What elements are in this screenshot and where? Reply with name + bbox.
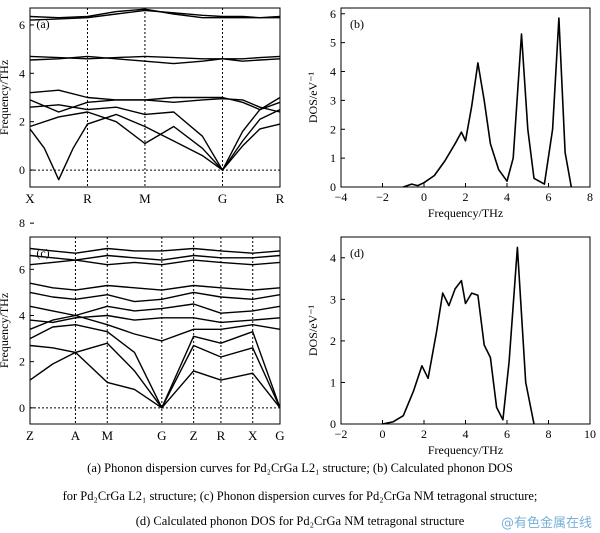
x-tick-label: 10 [584,427,596,441]
y-tick-label: 3 [330,292,336,306]
phonon-branch [29,9,280,21]
x-tick-label: 2 [421,427,427,441]
y-tick-label: 4 [19,308,25,322]
y-tick-label: 0 [330,417,336,431]
phonon-branch [29,108,281,171]
phonon-branch [29,8,281,19]
x-tick-label: 8 [546,427,552,441]
y-tick-label: 0 [330,180,336,194]
x-tick-label: Z [190,428,198,443]
phonon-branch [29,282,281,291]
y-tick-label: 5 [330,36,336,50]
x-tick-label: −2 [376,190,389,204]
phonon-branch [29,247,281,254]
x-tick-label: 2 [463,190,469,204]
y-tick-label: 8 [19,216,25,230]
phonon-branch [29,291,281,303]
x-tick-label: −2 [335,427,348,441]
phonon-branch [29,259,281,266]
caption-line-2: for Pd₂CrGa L2₁ structure; (c) Phonon di… [62,489,538,503]
y-tick-label: 1 [330,151,336,165]
phonon-branch [29,89,281,111]
x-tick-label: X [248,428,258,443]
phonon-branch [29,314,281,342]
plot-frame-d [340,236,591,425]
panel-label: (b) [350,17,364,31]
phonon-branch [29,55,281,65]
x-tick-label: G [157,428,166,443]
x-tick-label: 4 [463,427,469,441]
y-tick-label: 4 [330,65,336,79]
x-tick-label: M [139,191,151,206]
x-tick-label: 0 [380,427,386,441]
watermark: @有色金属在线 [500,516,592,531]
x-tick-label: −4 [335,190,348,204]
x-tick-label: X [25,191,35,206]
y-axis-label: Frequency/THz [0,293,11,368]
plot-frame-b [340,7,591,188]
phonon-branch [29,342,281,409]
phonon-branch [29,113,281,181]
x-tick-label: R [83,191,92,206]
phonon-branch [29,55,281,60]
x-tick-label: Z [26,428,34,443]
x-tick-label: G [275,428,284,443]
y-tick-label: 4 [19,66,25,80]
y-tick-label: 6 [19,262,25,276]
y-tick-label: 2 [330,334,336,348]
y-tick-label: 6 [19,18,25,32]
phonon-branch [29,254,281,261]
x-axis-label: Frequency/THz [428,443,503,457]
y-tick-label: 1 [330,375,336,389]
x-tick-label: 0 [421,190,427,204]
caption-line-1: (a) Phonon dispersion curves for Pd₂CrGa… [87,461,513,475]
y-tick-label: 2 [330,122,336,136]
x-tick-label: 6 [546,190,552,204]
x-tick-label: 8 [587,190,593,204]
phonon-branch [29,314,281,324]
x-axis-label: Frequency/THz [428,206,503,220]
phonon-branch [29,351,281,409]
y-tick-label: 2 [19,355,25,369]
x-tick-label: R [276,191,285,206]
phonon-branch [29,303,281,317]
y-tick-label: 0 [19,163,25,177]
y-tick-label: 4 [330,251,336,265]
y-tick-label: 6 [330,7,336,21]
panel-label: (d) [350,246,364,260]
y-tick-label: 2 [19,115,25,129]
y-tick-label: 0 [19,401,25,415]
y-tick-label: 3 [330,93,336,107]
x-tick-label: G [218,191,227,206]
caption-line-3: (d) Calculated phonon DOS for Pd₂CrGa NM… [135,514,465,528]
panel-label: (a) [36,17,49,31]
phonon-branch [29,324,281,409]
x-tick-label: 6 [504,427,510,441]
y-axis-label: Frequency/THz [0,60,11,135]
phonon-branch [29,97,281,113]
dos-curve [382,246,535,425]
x-tick-label: 4 [504,190,510,204]
x-tick-label: M [101,428,113,443]
y-axis-label: DOS/eV⁻¹ [306,71,320,123]
x-tick-label: R [217,428,226,443]
phonon-branch [29,101,281,171]
dos-curve [403,17,573,188]
x-tick-label: A [71,428,81,443]
y-axis-label: DOS/eV⁻¹ [306,304,320,356]
plot-frame-c [29,236,281,425]
